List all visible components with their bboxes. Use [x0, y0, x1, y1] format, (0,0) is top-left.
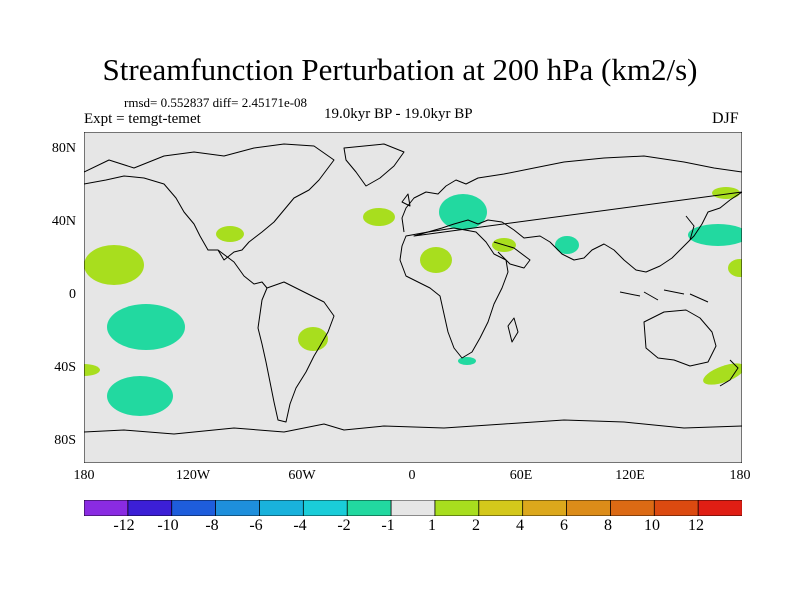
colorbar-label: -8: [205, 517, 219, 534]
colorbar-swatch: [434, 500, 480, 516]
anomaly-blob: [84, 364, 100, 376]
anomaly-blob: [363, 208, 395, 226]
colorbar-swatch: [259, 500, 305, 516]
coast-new-zealand: [719, 359, 739, 387]
colorbar-label: 6: [560, 517, 568, 534]
coast-australia: [643, 309, 717, 367]
colorbar-label: 8: [604, 517, 612, 534]
colorbar-swatch: [478, 500, 524, 516]
colorbar-swatch: [302, 500, 348, 516]
lon-label-60w: 60W: [288, 468, 316, 483]
lon-label-180e: 180: [729, 468, 751, 483]
colorbar-swatch: [346, 500, 392, 516]
colorbar-swatch: [390, 500, 436, 516]
colorbar: [84, 500, 742, 516]
anomaly-blob: [84, 245, 144, 285]
colorbar-label: 1: [428, 517, 436, 534]
world-map: [84, 132, 742, 463]
colorbar-label: -12: [113, 517, 135, 534]
period-label: 19.0kyr BP - 19.0kyr BP: [324, 106, 473, 122]
colorbar-swatch: [522, 500, 568, 516]
anomaly-layer: [84, 187, 742, 416]
coast-madagascar: [507, 317, 519, 343]
coast-japan: [685, 215, 695, 241]
coastlines: [84, 143, 742, 435]
anomaly-blob: [688, 224, 742, 246]
colorbar-swatch: [697, 500, 742, 516]
colorbar-swatch: [171, 500, 217, 516]
colorbar-swatch: [127, 500, 173, 516]
anomaly-blob: [420, 247, 452, 273]
coast-south-america: [257, 281, 335, 423]
lon-label-0: 0: [408, 468, 416, 483]
anomaly-blob: [107, 376, 173, 416]
colorbar-label: 12: [688, 517, 704, 534]
coast-arabia: [493, 241, 531, 269]
coast-africa: [399, 227, 509, 359]
colorbar-label: -6: [249, 517, 263, 534]
coast-north-america: [84, 143, 335, 261]
coast-eurasia: [401, 155, 742, 273]
colorbar-label: -2: [337, 517, 351, 534]
colorbar-swatch: [84, 500, 129, 516]
colorbar-swatch: [653, 500, 699, 516]
coast-greenland: [343, 143, 405, 187]
anomaly-blob: [712, 187, 740, 199]
anomaly-blob: [439, 194, 487, 230]
colorbar-label: 10: [644, 517, 660, 534]
colorbar-label: 4: [516, 517, 524, 534]
coast-central-america: [217, 249, 268, 289]
lon-label-120e: 120E: [615, 468, 645, 483]
lat-label-80s: 80S: [54, 433, 76, 448]
lon-label-180w: 180: [73, 468, 95, 483]
stats-line: rmsd= 0.552837 diff= 2.45171e-08: [124, 95, 308, 110]
anomaly-blob: [703, 363, 742, 385]
colorbar-swatch: [215, 500, 261, 516]
colorbar-label: -4: [293, 517, 307, 534]
anomaly-blob: [107, 304, 185, 350]
lat-label-80n: 80N: [51, 141, 76, 156]
colorbar-label: -10: [157, 517, 179, 534]
season-label: DJF: [712, 110, 739, 127]
anomaly-blob: [216, 226, 244, 242]
lat-label-0: 0: [69, 287, 76, 302]
anomaly-blob: [555, 236, 579, 254]
colorbar-label: 2: [472, 517, 480, 534]
lon-label-120w: 120W: [175, 468, 211, 483]
lat-label-40n: 40N: [51, 214, 76, 229]
colorbar-swatch: [610, 500, 655, 516]
coast-indonesia: [619, 289, 709, 303]
experiment-label: Expt = temgt-temet: [84, 111, 201, 127]
colorbar-label: -1: [381, 517, 395, 534]
map-background: [84, 132, 742, 463]
lon-label-60e: 60E: [509, 468, 533, 483]
chart-title: Streamfunction Perturbation at 200 hPa (…: [102, 52, 698, 87]
anomaly-blob: [458, 357, 476, 365]
lat-label-40s: 40S: [54, 360, 76, 375]
anomaly-blob: [728, 259, 742, 277]
coast-british-isles: [401, 193, 411, 207]
coast-antarctica: [84, 419, 742, 435]
colorbar-swatch: [566, 500, 612, 516]
